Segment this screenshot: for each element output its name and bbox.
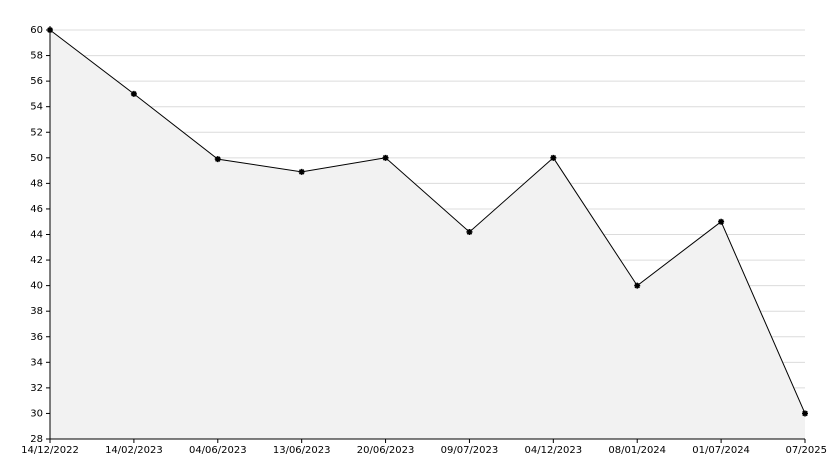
marker [634,282,641,289]
x-tick-label: 04/12/2023 [525,445,583,456]
x-tick-label: 13/06/2023 [273,445,331,456]
marker [298,168,305,175]
y-tick-label: 52 [30,127,43,138]
y-tick-label: 46 [30,204,43,215]
marker [214,156,221,163]
x-tick-label: 09/07/2023 [441,445,499,456]
y-tick-label: 54 [30,102,43,113]
x-tick-label: 04/06/2023 [189,445,247,456]
marker [47,27,53,33]
y-tick-label: 38 [30,306,43,317]
marker [550,154,557,161]
x-tick-label: 08/01/2024 [608,445,666,456]
marker [466,228,473,235]
y-tick-label: 32 [30,383,43,394]
y-tick-label: 58 [30,51,43,62]
y-tick-label: 36 [30,332,43,343]
x-tick-label: 07/2025 [785,445,827,456]
marker [802,410,808,417]
y-tick-label: 42 [30,255,43,266]
y-tick-label: 34 [30,357,43,368]
x-tick-label: 14/02/2023 [105,445,163,456]
y-tick-label: 40 [30,281,43,292]
marker [130,90,137,97]
y-tick-label: 60 [30,25,43,36]
y-tick-label: 44 [30,230,43,241]
marker [718,218,725,225]
marker [382,154,389,161]
y-tick-label: 50 [30,153,43,164]
x-tick-label: 01/07/2024 [692,445,750,456]
y-tick-label: 28 [30,434,43,445]
y-tick-label: 30 [30,408,43,419]
line [49,29,806,414]
x-tick-label: 14/12/2022 [21,445,79,456]
y-tick-label: 56 [30,76,43,87]
x-tick-label: 20/06/2023 [357,445,415,456]
y-tick-label: 48 [30,178,43,189]
area-fill [50,30,805,439]
